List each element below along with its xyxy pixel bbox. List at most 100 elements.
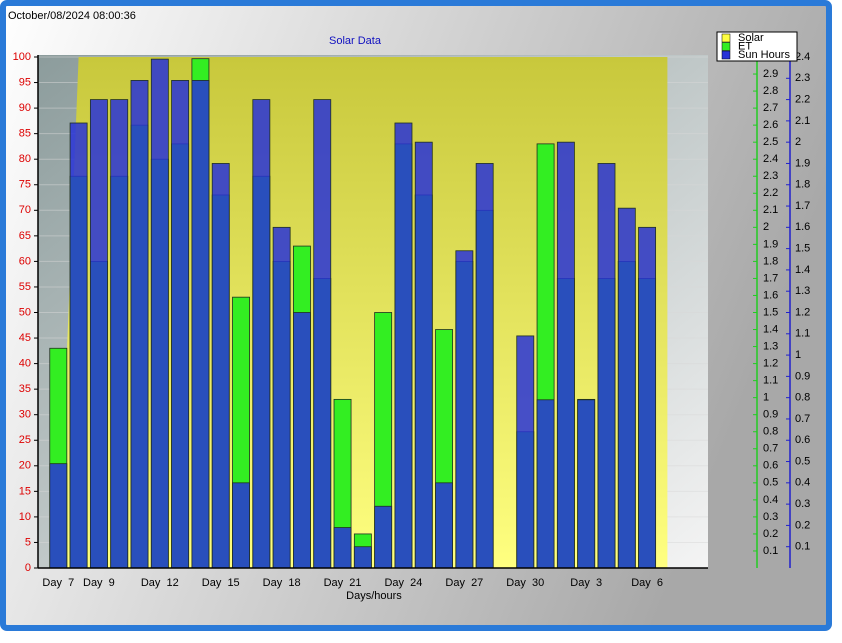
y2-tick-label: 0.3 <box>763 511 778 523</box>
sun-hours-bar <box>475 163 494 569</box>
y3-tick-label: 1 <box>795 349 801 361</box>
y2-tick-label: 0.5 <box>763 477 778 489</box>
y2-tick-label: 1.8 <box>763 255 778 267</box>
y2-tick-label: 2 <box>763 221 769 233</box>
legend-label: Solar <box>738 32 764 44</box>
y-tick-label: 55 <box>19 281 31 293</box>
sun-hours-bar <box>272 226 291 569</box>
y3-tick-label: 1.3 <box>795 285 810 297</box>
y2-tick-label: 2.4 <box>763 153 778 165</box>
y2-tick-label: 1.5 <box>763 306 778 318</box>
y2-tick-label: 1.6 <box>763 289 778 301</box>
sun-hours-bar <box>435 482 453 569</box>
y-tick-label: 0 <box>25 562 31 574</box>
sun-hours-bar <box>597 163 616 569</box>
y3-tick-label: 0.9 <box>795 370 810 382</box>
sun-hours-bar <box>191 80 210 569</box>
y3-tick-label: 1.6 <box>795 221 810 233</box>
x-tick-label: Day 9 <box>83 577 115 589</box>
y2-tick-label: 2.2 <box>763 187 778 199</box>
legend-label: ET <box>738 40 752 52</box>
y2-tick-label: 0.4 <box>763 494 778 506</box>
y-tick-label: 80 <box>19 153 31 165</box>
sun-hours-bar <box>171 80 190 569</box>
y3-tick-label: 2.3 <box>795 72 810 84</box>
sun-hours-bar <box>110 99 129 569</box>
y2-tick-label: 0.9 <box>763 409 778 421</box>
sun-hours-bar <box>577 399 596 569</box>
y3-tick-label: 0.4 <box>795 477 810 489</box>
x-tick-label: Day 6 <box>631 577 663 589</box>
y2-tick-label: 0.7 <box>763 443 778 455</box>
sun-hours-bar <box>516 335 535 569</box>
x-tick-label: Day 30 <box>506 577 544 589</box>
y2-tick-label: 0.8 <box>763 426 778 438</box>
chart-title: Solar Data <box>329 35 382 47</box>
y3-tick-label: 0.6 <box>795 434 810 446</box>
y2-tick-label: 0.1 <box>763 545 778 557</box>
x-axis-title: Days/hours <box>346 590 402 602</box>
sun-hours-bar <box>211 163 230 569</box>
y2-tick-label: 2.3 <box>763 170 778 182</box>
y2-tick-label: 1.4 <box>763 323 778 335</box>
y3-tick-label: 0.7 <box>795 413 810 425</box>
sun-hours-bar <box>536 399 555 569</box>
y-tick-label: 10 <box>19 511 31 523</box>
sun-hours-bar <box>638 226 657 569</box>
y-tick-label: 5 <box>25 536 31 548</box>
y2-tick-label: 1.2 <box>763 358 778 370</box>
y-tick-label: 65 <box>19 230 31 242</box>
y3-tick-label: 2.1 <box>795 115 810 127</box>
sun-hours-bar <box>150 58 169 569</box>
y3-tick-label: 1.5 <box>795 243 810 255</box>
y-tick-label: 85 <box>19 128 31 140</box>
y3-tick-label: 1.4 <box>795 264 810 276</box>
y3-tick-label: 2.2 <box>795 93 810 105</box>
y3-tick-label: 0.1 <box>795 541 810 553</box>
y3-tick-label: 1.7 <box>795 200 810 212</box>
x-tick-label: Day 7 <box>42 577 74 589</box>
y2-tick-label: 0.2 <box>763 528 778 540</box>
sun-hours-bar <box>313 99 332 569</box>
sun-hours-bar <box>617 207 636 569</box>
sun-hours-bar <box>455 250 474 569</box>
y2-tick-label: 2.7 <box>763 102 778 114</box>
sun-hours-bar <box>89 99 108 569</box>
y2-tick-label: 1.7 <box>763 272 778 284</box>
legend-box <box>716 31 798 62</box>
y3-tick-label: 0.2 <box>795 519 810 531</box>
y2-tick-label: 1.3 <box>763 340 778 352</box>
y3-tick-label: 0.5 <box>795 455 810 467</box>
sun-hours-bar <box>130 80 149 569</box>
timestamp: October/08/2024 08:00:36 <box>8 10 136 22</box>
y-tick-label: 40 <box>19 358 31 370</box>
y-tick-label: 25 <box>19 434 31 446</box>
y-tick-label: 50 <box>19 306 31 318</box>
y3-tick-label: 1.9 <box>795 157 810 169</box>
y-tick-label: 30 <box>19 409 31 421</box>
y-tick-label: 70 <box>19 204 31 216</box>
y2-tick-label: 1.9 <box>763 238 778 250</box>
x-tick-label: Day 12 <box>141 577 179 589</box>
x-tick-label: Day 15 <box>202 577 240 589</box>
y2-tick-label: 0.6 <box>763 460 778 472</box>
y3-tick-label: 2.4 <box>795 51 810 63</box>
y3-tick-label: 1.2 <box>795 306 810 318</box>
y-tick-label: 15 <box>19 485 31 497</box>
y-tick-label: 60 <box>19 255 31 267</box>
sun-hours-bar <box>232 482 250 569</box>
legend-swatch <box>721 42 731 51</box>
y2-tick-label: 2.6 <box>763 119 778 131</box>
sun-hours-bar <box>374 505 393 569</box>
x-tick-label: Day 18 <box>263 577 301 589</box>
y3-tick-label: 1.1 <box>795 328 810 340</box>
plot-content <box>38 56 708 569</box>
y3-tick-label: 1.8 <box>795 179 810 191</box>
sun-hours-bar <box>252 99 271 569</box>
x-tick-label: Day 3 <box>570 577 602 589</box>
y-tick-label: 35 <box>19 383 31 395</box>
y2-tick-label: 2.5 <box>763 136 778 148</box>
x-tick-label: Day 24 <box>384 577 422 589</box>
sun-hours-bar <box>293 312 311 569</box>
